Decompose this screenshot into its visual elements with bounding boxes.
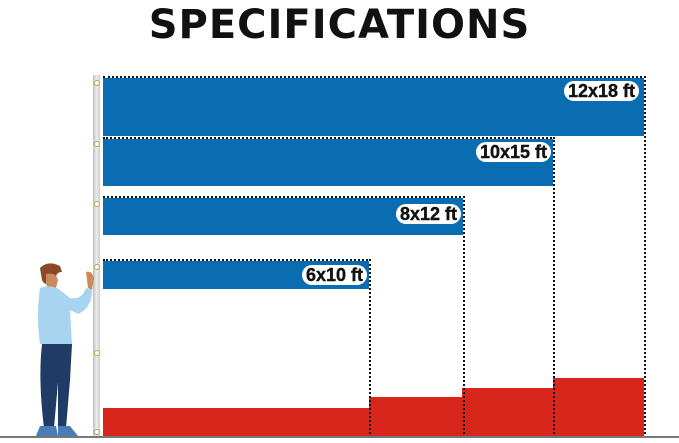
flag-red-12x18 bbox=[553, 378, 644, 437]
flag-red-10x15 bbox=[462, 388, 553, 437]
flag-size-label: 12x18 ft bbox=[563, 81, 639, 101]
person-figure-icon bbox=[36, 263, 94, 436]
grommet-icon bbox=[94, 264, 100, 270]
flag-size-label: 6x10 ft bbox=[301, 265, 367, 285]
grommet-icon bbox=[94, 350, 100, 356]
grommet-icon bbox=[94, 141, 100, 147]
page-title: SPECIFICATIONS bbox=[148, 2, 531, 48]
flag-size-label: 8x12 ft bbox=[395, 204, 461, 224]
flag-size-label: 10x15 ft bbox=[475, 142, 551, 162]
grommet-icon bbox=[94, 201, 100, 207]
grommet-icon bbox=[94, 80, 100, 86]
flag-outline-10x15 bbox=[103, 137, 555, 438]
flag-blue-12x18 bbox=[103, 78, 644, 136]
flag-red-8x12 bbox=[369, 397, 462, 437]
flag-outline-8x12 bbox=[103, 196, 465, 438]
flag-pole bbox=[93, 75, 100, 438]
grommet-icon bbox=[94, 429, 100, 435]
flag-outline-12x18 bbox=[103, 76, 646, 438]
flag-red-6x10 bbox=[103, 408, 369, 437]
ground-line bbox=[0, 436, 679, 438]
flag-outline-6x10 bbox=[103, 259, 371, 438]
